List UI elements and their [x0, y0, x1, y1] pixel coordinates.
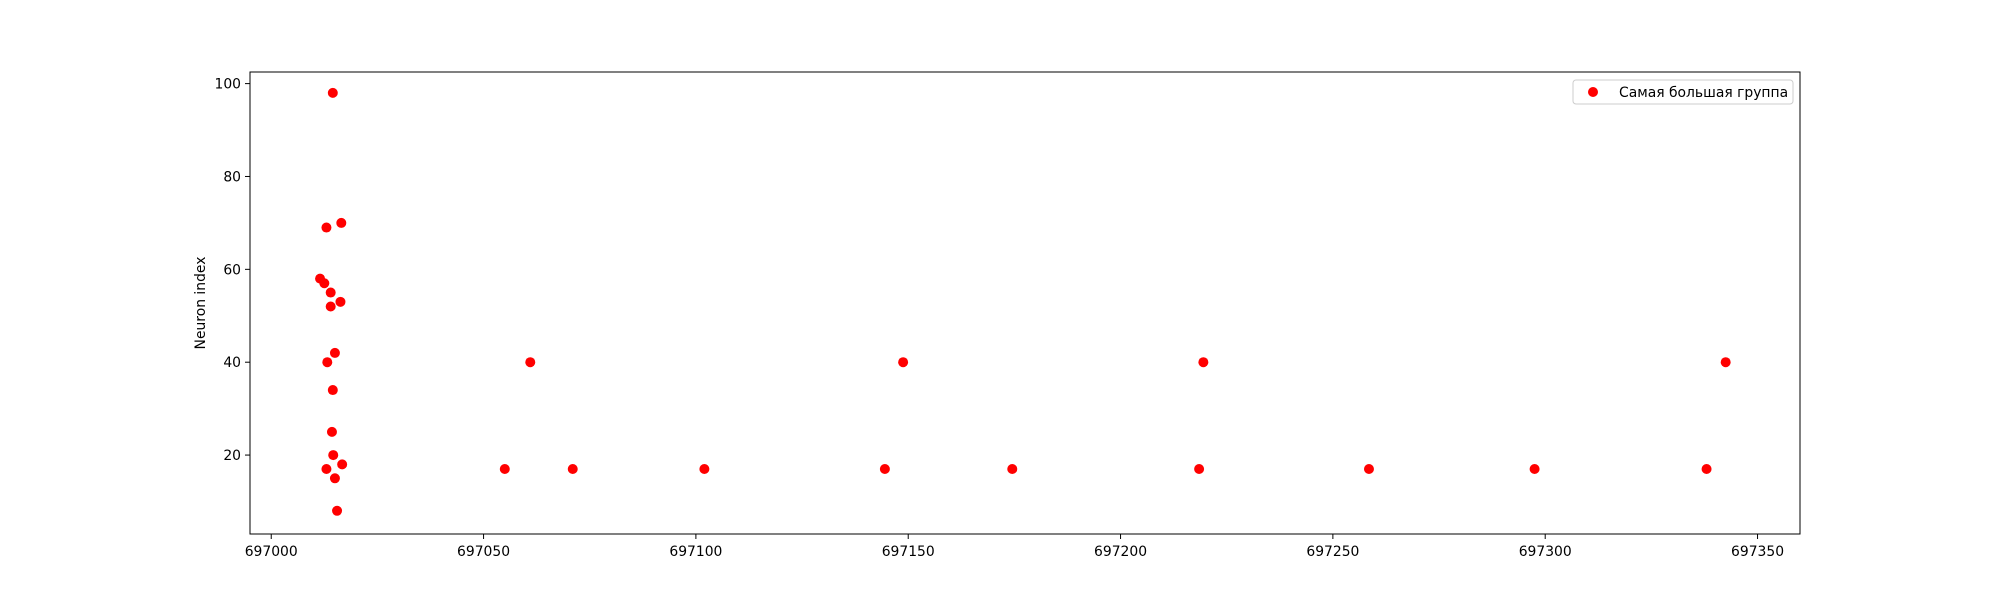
scatter-point	[898, 357, 909, 368]
scatter-point	[1363, 463, 1374, 474]
y-tick-label: 60	[223, 262, 241, 278]
scatter-point	[321, 463, 332, 474]
legend-box	[1572, 79, 1794, 105]
scatter-point	[325, 287, 336, 298]
scatter-point	[1007, 463, 1018, 474]
x-tick-label: 697000	[245, 544, 298, 560]
x-axis: 697000 697050 697100 697150 697200 697250 6973…	[245, 534, 1784, 560]
scatter-point	[322, 357, 333, 368]
x-tick-label: 697250	[1306, 544, 1359, 560]
legend: Самая большая группа	[1572, 79, 1794, 105]
scatter-markers	[315, 87, 1731, 516]
x-tick-label: 697150	[882, 544, 935, 560]
scatter-point	[499, 463, 510, 474]
scatter-point	[525, 357, 536, 368]
plot-area-frame	[249, 71, 1801, 535]
x-tick-label: 697050	[457, 544, 510, 560]
scatter-point	[1720, 357, 1731, 368]
scatter-point	[319, 278, 330, 289]
scatter-point	[327, 87, 338, 98]
y-tick-label: 40	[223, 355, 241, 371]
scatter-point	[328, 450, 339, 461]
y-axis-label: Neuron index	[193, 257, 209, 350]
y-tick-label: 80	[223, 169, 241, 185]
scatter-point	[332, 505, 343, 516]
scatter-point	[1194, 463, 1205, 474]
x-tick-label: 697300	[1519, 544, 1572, 560]
x-tick-label: 697100	[669, 544, 722, 560]
x-tick-label: 697200	[1094, 544, 1147, 560]
scatter-point	[321, 222, 332, 233]
scatter-point	[1198, 357, 1209, 368]
y-tick-label: 20	[223, 448, 241, 464]
scatter-point	[337, 459, 348, 470]
legend-label: Самая большая группа	[1619, 85, 1788, 101]
x-tick-label: 697350	[1731, 544, 1784, 560]
scatter-point	[1529, 463, 1540, 474]
scatter-point	[325, 301, 336, 312]
scatter-point	[329, 347, 340, 358]
scatter-point	[329, 473, 340, 484]
legend-marker	[1588, 87, 1598, 97]
scatter-point	[336, 217, 347, 228]
scatter-point	[567, 463, 578, 474]
scatter-point	[879, 463, 890, 474]
scatter-point	[699, 463, 710, 474]
scatter-point	[335, 296, 346, 307]
scatter-point	[326, 426, 337, 437]
scatter-point	[1701, 463, 1712, 474]
scatter-point	[327, 385, 338, 396]
y-axis: 20 40 60 80 100	[214, 77, 250, 464]
y-tick-label: 100	[214, 77, 241, 93]
